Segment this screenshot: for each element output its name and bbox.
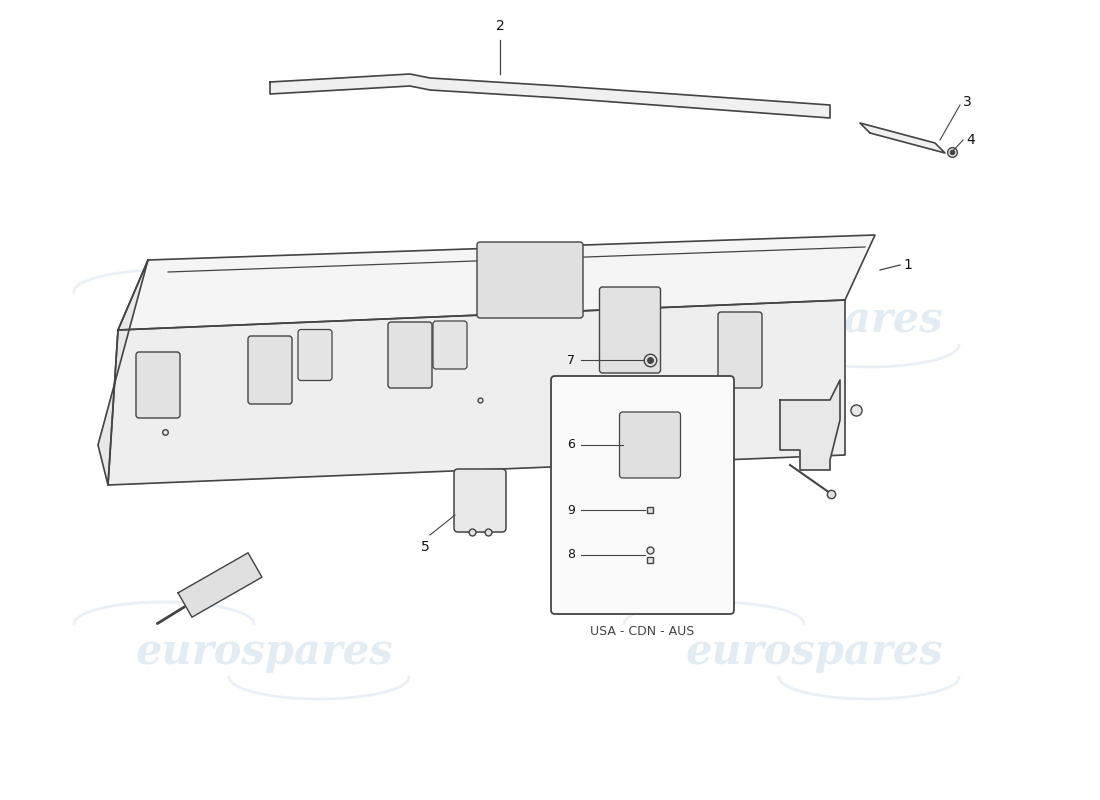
Polygon shape	[860, 123, 945, 153]
FancyBboxPatch shape	[248, 336, 292, 404]
Text: eurospares: eurospares	[135, 631, 393, 673]
Text: eurospares: eurospares	[685, 299, 943, 341]
Text: 2: 2	[496, 19, 505, 33]
FancyBboxPatch shape	[136, 352, 180, 418]
Text: 7: 7	[566, 354, 575, 366]
FancyBboxPatch shape	[600, 287, 660, 373]
Polygon shape	[108, 300, 845, 485]
Text: USA - CDN - AUS: USA - CDN - AUS	[591, 625, 694, 638]
Polygon shape	[270, 74, 830, 118]
Text: 8: 8	[566, 549, 575, 562]
FancyBboxPatch shape	[454, 469, 506, 532]
Text: 1: 1	[903, 258, 912, 272]
FancyBboxPatch shape	[433, 321, 468, 369]
Polygon shape	[780, 380, 840, 470]
Polygon shape	[98, 260, 148, 485]
FancyBboxPatch shape	[619, 412, 681, 478]
Polygon shape	[178, 553, 262, 617]
FancyBboxPatch shape	[388, 322, 432, 388]
Text: 6: 6	[568, 438, 575, 451]
Text: 5: 5	[420, 540, 429, 554]
Text: eurospares: eurospares	[685, 631, 943, 673]
Polygon shape	[118, 235, 875, 330]
Text: eurospares: eurospares	[135, 299, 393, 341]
FancyBboxPatch shape	[477, 242, 583, 318]
FancyBboxPatch shape	[718, 312, 762, 388]
Text: 4: 4	[966, 133, 975, 147]
FancyBboxPatch shape	[551, 376, 734, 614]
Text: 3: 3	[962, 95, 971, 109]
Text: 9: 9	[568, 503, 575, 517]
FancyBboxPatch shape	[298, 330, 332, 381]
